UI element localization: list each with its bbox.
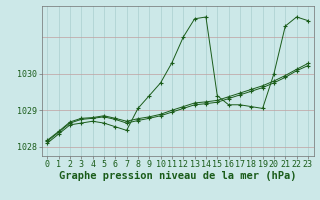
X-axis label: Graphe pression niveau de la mer (hPa): Graphe pression niveau de la mer (hPa) [59,171,296,181]
